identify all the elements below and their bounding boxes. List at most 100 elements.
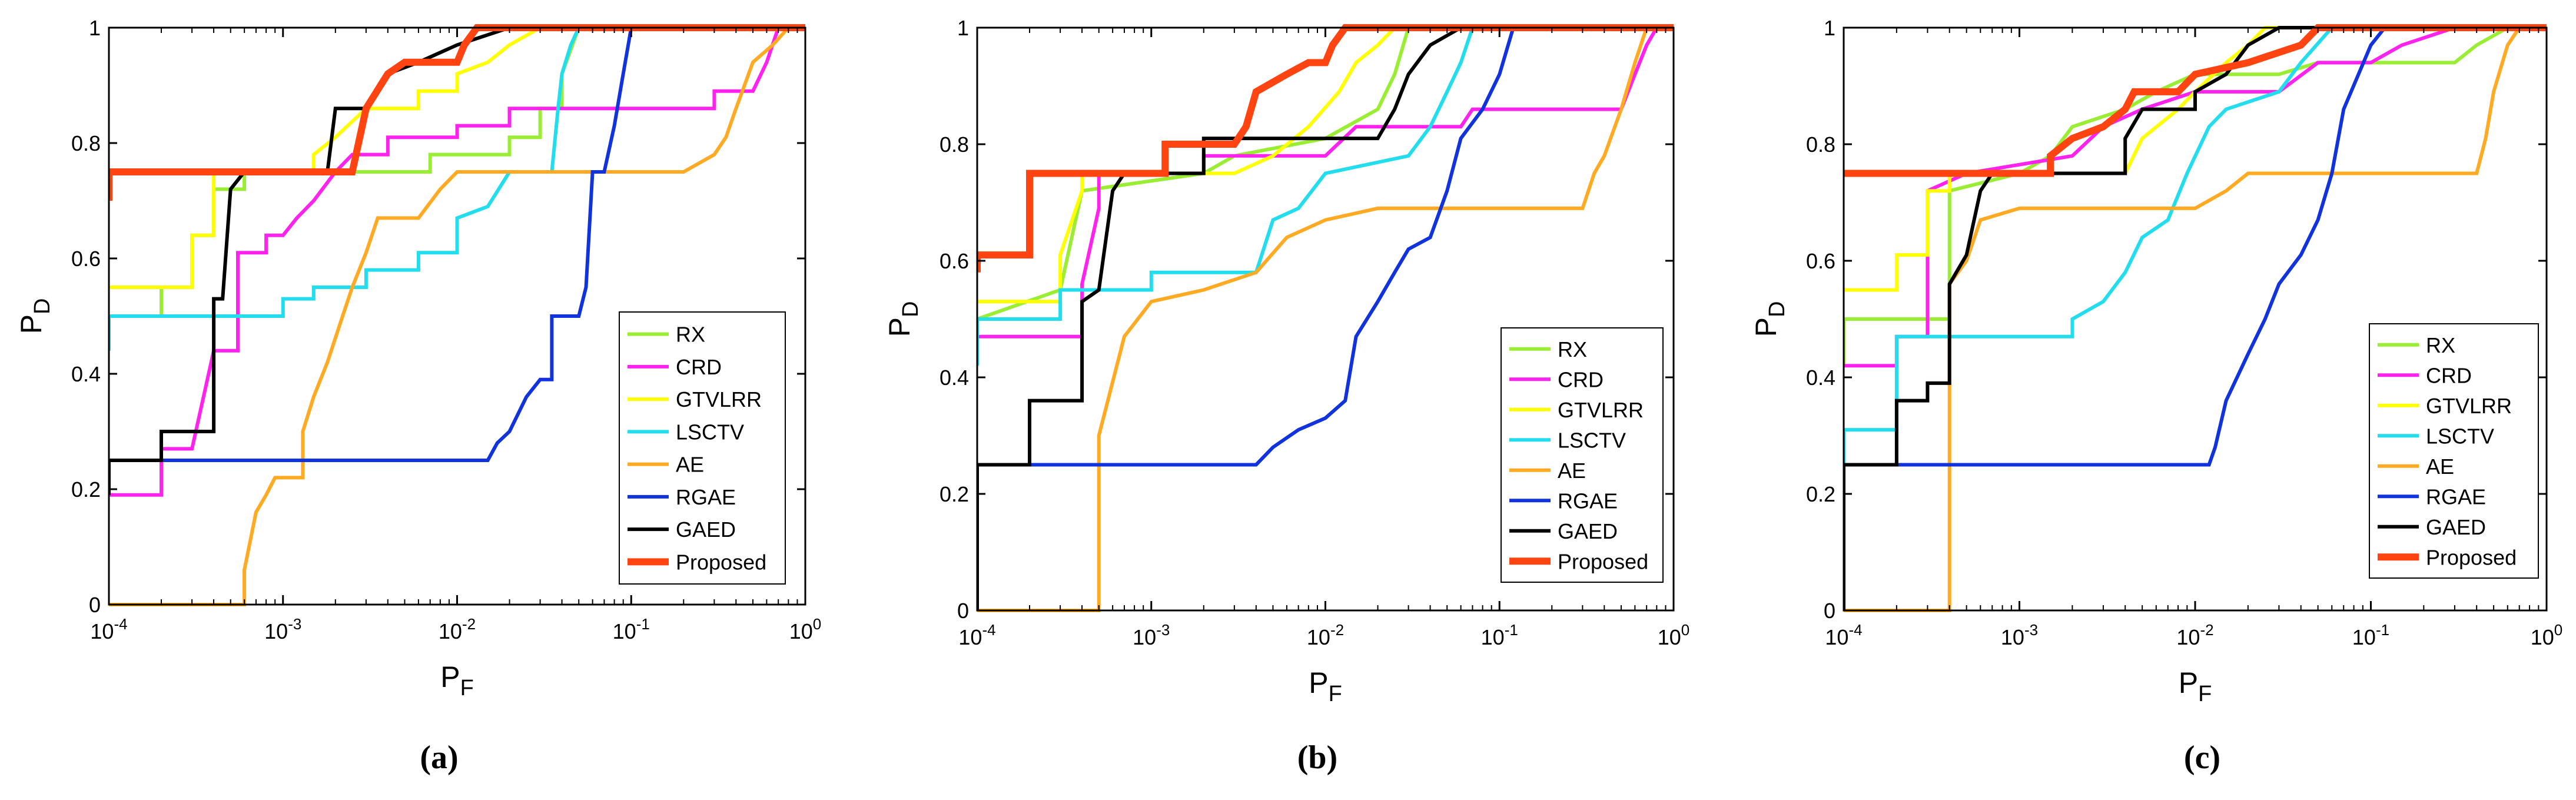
x-tick-label: 10-2: [1307, 621, 1344, 649]
legend-label-gtvlrr: GTVLRR: [2426, 394, 2512, 418]
y-tick-label: 0: [89, 593, 101, 617]
chart-panel-3: 0 0.2 0.4 0.6 0.8 1 10-4 10-3 10-2 10-1 100 PF PD RX C…: [1750, 16, 2562, 706]
legend-box: [619, 311, 786, 585]
legend-label-gaed: GAED: [2426, 515, 2486, 539]
series-line-proposed: [977, 24, 1674, 273]
legend-label-rgae: RGAE: [676, 485, 736, 509]
chart-panel-1: 0 0.2 0.4 0.6 0.8 1 10-4 10-3 10-2 10-1 100 PF PD RX C…: [15, 16, 821, 701]
legend-label-ae: AE: [2426, 454, 2454, 479]
x-tick-label: 10-2: [2176, 621, 2213, 649]
x-tick-label: 100: [2531, 621, 2563, 649]
legend-label-gaed: GAED: [1558, 519, 1618, 543]
legend-label-ae: AE: [676, 453, 704, 477]
panel-caption-c: (c): [2183, 739, 2221, 776]
panel-caption-b: (b): [1297, 739, 1338, 776]
x-tick-label: 10-2: [439, 615, 476, 643]
legend-label-rx: RX: [1558, 337, 1587, 361]
y-tick-label: 0.2: [1806, 482, 1835, 506]
legend-label-crd: CRD: [2426, 363, 2472, 387]
series-line-proposed: [109, 24, 805, 201]
y-tick-label: 1: [957, 16, 969, 40]
series-line-gtvlrr: [977, 26, 1674, 304]
y-tick-label: 0.4: [1806, 366, 1835, 390]
legend: RX CRD GTVLRR LSCTV AE RGAE GAED Proposed: [1501, 327, 1664, 583]
x-tick-label: 10-4: [90, 615, 127, 643]
x-tick-label: 100: [789, 615, 822, 643]
series-line-gaed: [1844, 26, 2547, 610]
x-axis-label-text: PF: [440, 660, 474, 701]
legend-label-crd: CRD: [1558, 367, 1604, 391]
x-tick-label: 10-3: [1133, 621, 1170, 649]
y-axis-label: PD: [15, 298, 55, 334]
legend-box: [1501, 327, 1664, 583]
y-tick-label: 1: [1824, 16, 1835, 40]
y-axis-label: PD: [1750, 301, 1790, 337]
y-tick-label: 0.4: [71, 362, 101, 386]
x-axis-label: PF: [440, 660, 474, 701]
y-tick-label: 0.8: [1806, 132, 1835, 157]
legend: RX CRD GTVLRR LSCTV AE RGAE GAED Proposed: [2369, 323, 2539, 579]
panel-caption-a: (a): [420, 739, 459, 776]
legend-label-rgae: RGAE: [1558, 489, 1618, 513]
series-line-lsctv: [977, 26, 1674, 366]
legend-label-gtvlrr: GTVLRR: [676, 387, 762, 411]
x-axis-label-text: PF: [1309, 666, 1342, 706]
legend-label-proposed: Proposed: [2426, 545, 2517, 569]
legend-label-lsctv: LSCTV: [676, 420, 744, 444]
x-tick-label: 10-1: [1481, 621, 1518, 649]
y-tick-label: 0.2: [71, 477, 101, 502]
series-line-crd: [109, 26, 805, 497]
series-group: [1844, 24, 2547, 612]
legend-label-ae: AE: [1558, 459, 1586, 483]
y-tick-label: 1: [89, 16, 101, 40]
y-tick-label: 0.6: [71, 247, 101, 271]
legend: RX CRD GTVLRR LSCTV AE RGAE GAED Proposed: [619, 311, 786, 585]
x-axis-label-text: PF: [2179, 666, 2212, 706]
series-line-rgae: [977, 26, 1674, 467]
x-tick-label: 100: [1658, 621, 1690, 649]
series-group: [109, 24, 805, 606]
series-line-rgae: [109, 26, 805, 462]
legend-label-proposed: Proposed: [676, 550, 766, 574]
legend-label-rgae: RGAE: [2426, 484, 2486, 509]
x-tick-label: 10-3: [2001, 621, 2038, 649]
legend-label-lsctv: LSCTV: [2426, 424, 2494, 448]
y-tick-label: 0.8: [940, 132, 969, 157]
legend-label-gaed: GAED: [676, 517, 736, 542]
x-axis-label: PF: [1309, 666, 1342, 706]
series-group: [977, 24, 1674, 612]
legend-label-proposed: Proposed: [1558, 549, 1648, 573]
y-axis-label-text: PD: [15, 298, 55, 334]
x-tick-label: 10-1: [2352, 621, 2389, 649]
series-line-proposed: [1844, 24, 2547, 177]
series-line-lsctv: [109, 26, 805, 351]
legend-label-rx: RX: [676, 323, 705, 347]
x-tick-label: 10-4: [958, 621, 995, 649]
y-tick-label: 0: [1824, 599, 1835, 623]
series-line-crd: [977, 26, 1674, 338]
series-line-rgae: [1844, 26, 2547, 467]
chart-panel-2: 0 0.2 0.4 0.6 0.8 1 10-4 10-3 10-2 10-1 100 PF PD RX C…: [883, 16, 1689, 706]
y-axis-label-text: PD: [1750, 301, 1790, 337]
y-tick-label: 0.6: [940, 249, 969, 273]
x-tick-label: 10-4: [1825, 621, 1862, 649]
x-tick-label: 10-3: [264, 615, 301, 643]
y-tick-label: 0.2: [940, 482, 969, 506]
x-axis-label: PF: [2179, 666, 2212, 706]
series-line-lsctv: [1844, 26, 2547, 465]
y-tick-label: 0.6: [1806, 249, 1835, 273]
y-axis-label: PD: [883, 301, 923, 337]
legend-label-lsctv: LSCTV: [1558, 428, 1626, 452]
y-tick-label: 0.4: [940, 366, 969, 390]
y-tick-label: 0.8: [71, 131, 101, 155]
y-tick-label: 0: [957, 599, 969, 623]
series-line-rx: [977, 26, 1674, 321]
x-tick-label: 10-1: [613, 615, 650, 643]
series-line-rx: [1844, 26, 2547, 366]
legend-box: [2369, 323, 2539, 579]
series-line-ae: [977, 26, 1674, 612]
legend-label-crd: CRD: [676, 355, 722, 379]
legend-label-gtvlrr: GTVLRR: [1558, 398, 1644, 422]
